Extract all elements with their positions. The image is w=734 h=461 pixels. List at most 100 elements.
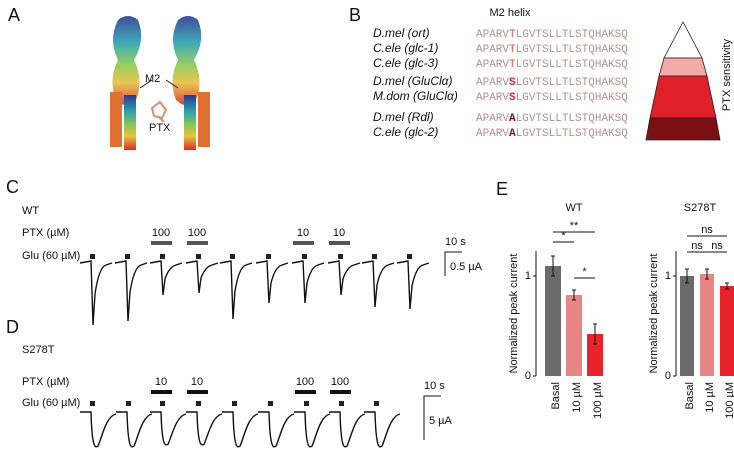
species-name: C.ele (glc-1) xyxy=(373,41,438,55)
scale-bar xyxy=(423,395,441,440)
panel-label: D xyxy=(6,317,19,337)
y-tick-label: 0 xyxy=(665,370,671,382)
glu-pulse xyxy=(232,401,237,406)
genotype: S278T xyxy=(22,344,55,356)
sequence-part: T xyxy=(509,59,516,71)
protein-structure xyxy=(110,16,210,150)
significance-label: ns xyxy=(711,240,723,252)
ptx-bar xyxy=(187,241,208,245)
current-trace xyxy=(329,411,366,448)
species-name: D.mel (ort) xyxy=(373,26,430,40)
error-bar xyxy=(593,323,597,345)
ptx-dose: 10 xyxy=(191,376,203,388)
ptx-bar xyxy=(151,241,172,245)
sensitivity-label: PTX sensitivity xyxy=(721,38,733,111)
sequence-part: A xyxy=(509,113,516,125)
glu-row-label: Glu (60 µM) xyxy=(22,250,80,262)
ptx-dose: 100 xyxy=(188,227,206,239)
x-tick-label: 10 µM xyxy=(571,382,583,413)
ptx-dose: 100 xyxy=(296,376,314,388)
current-trace xyxy=(258,411,295,448)
sequence-part: T xyxy=(509,29,516,41)
sequence-part: S xyxy=(509,92,516,104)
current-trace xyxy=(149,260,183,296)
species-name: D.mel (Rdl) xyxy=(373,110,434,124)
current-trace xyxy=(361,260,395,308)
panel-label: C xyxy=(6,177,19,197)
current-trace xyxy=(327,260,361,296)
glu-pulse xyxy=(126,401,131,406)
sequence-part: LGVTSLLTLSTQHAKSQ xyxy=(516,59,629,71)
ptx-dose: 100 xyxy=(152,227,170,239)
ptx-label: PTX xyxy=(149,122,171,134)
current-trace xyxy=(219,260,253,320)
glu-pulse xyxy=(230,254,235,259)
current-trace xyxy=(79,260,113,326)
ptx-bar xyxy=(293,241,314,245)
current-trace xyxy=(396,260,430,310)
x-tick-label: Basal xyxy=(684,382,696,410)
sequence-part: LGVTSLLTLSTQHAKSQ xyxy=(516,128,629,140)
sequence: APARVSLGVTSLLTLSTQHAKSQ xyxy=(476,92,628,104)
sequence-part: APARV xyxy=(476,113,509,125)
x-tick-label: 100 µM xyxy=(592,382,604,419)
sequence: APARVTLGVTSLLTLSTQHAKSQ xyxy=(476,29,628,41)
sequence-part: T xyxy=(509,44,516,56)
current-trace xyxy=(185,260,219,294)
glu-row-label: Glu (60 µM) xyxy=(22,397,80,409)
y-tick-label: 0 xyxy=(525,370,531,382)
glu-pulse xyxy=(196,401,201,406)
ptx-dose: 10 xyxy=(155,376,167,388)
current-scale: 5 µA xyxy=(429,415,453,427)
sequence: APARVALGVTSLLTLSTQHAKSQ xyxy=(476,128,628,140)
panel-label: B xyxy=(349,5,361,25)
bar xyxy=(566,295,582,376)
glu-pulse xyxy=(372,254,377,259)
time-scale: 10 s xyxy=(445,236,466,248)
panel-label: A xyxy=(8,5,20,25)
glu-pulse xyxy=(407,254,412,259)
y-tick-label: 1 xyxy=(525,270,531,282)
current-trace xyxy=(80,411,117,448)
sequence-part: LGVTSLLTLSTQHAKSQ xyxy=(516,77,629,89)
sequence-part: A xyxy=(509,128,516,140)
sequence-part: LGVTSLLTLSTQHAKSQ xyxy=(516,29,629,41)
ptx-row-label: PTX (µM) xyxy=(22,227,69,239)
glu-pulse xyxy=(268,401,273,406)
significance-label: ns xyxy=(701,224,713,236)
glu-pulse xyxy=(266,254,271,259)
bar xyxy=(587,334,603,376)
significance-label: ** xyxy=(570,220,579,232)
bar xyxy=(720,286,734,376)
sequence-part: APARV xyxy=(476,59,509,71)
y-tick-label: 1 xyxy=(665,270,671,282)
bar xyxy=(545,266,561,376)
error-bar xyxy=(551,255,555,277)
current-trace xyxy=(116,411,153,448)
scale-bar xyxy=(444,251,462,276)
species-name: C.ele (glc-3) xyxy=(373,56,438,70)
error-bar xyxy=(705,268,709,280)
ptx-bar xyxy=(330,390,351,394)
bar xyxy=(700,274,714,376)
glu-pulse xyxy=(374,401,379,406)
glu-pulse xyxy=(338,254,343,259)
species-name: C.ele (glc-2) xyxy=(373,125,438,139)
x-tick-label: 100 µM xyxy=(724,382,734,419)
time-scale: 10 s xyxy=(424,380,445,392)
ptx-bar xyxy=(151,390,172,394)
current-trace xyxy=(255,260,289,304)
current-trace xyxy=(364,411,401,448)
significance-label: * xyxy=(561,230,566,242)
sequence: APARVSLGVTSLLTLSTQHAKSQ xyxy=(476,77,628,89)
sequence: APARVALGVTSLLTLSTQHAKSQ xyxy=(476,113,628,125)
glu-pulse xyxy=(304,401,309,406)
sequence-part: APARV xyxy=(476,29,509,41)
species-name: D.mel (GluClα) xyxy=(373,74,453,88)
error-bar xyxy=(685,268,689,284)
y-axis-label: Normalized peak current xyxy=(508,254,520,374)
ptx-dose: 10 xyxy=(297,227,309,239)
x-tick-label: 10 µM xyxy=(704,382,716,413)
genotype: WT xyxy=(22,205,39,217)
